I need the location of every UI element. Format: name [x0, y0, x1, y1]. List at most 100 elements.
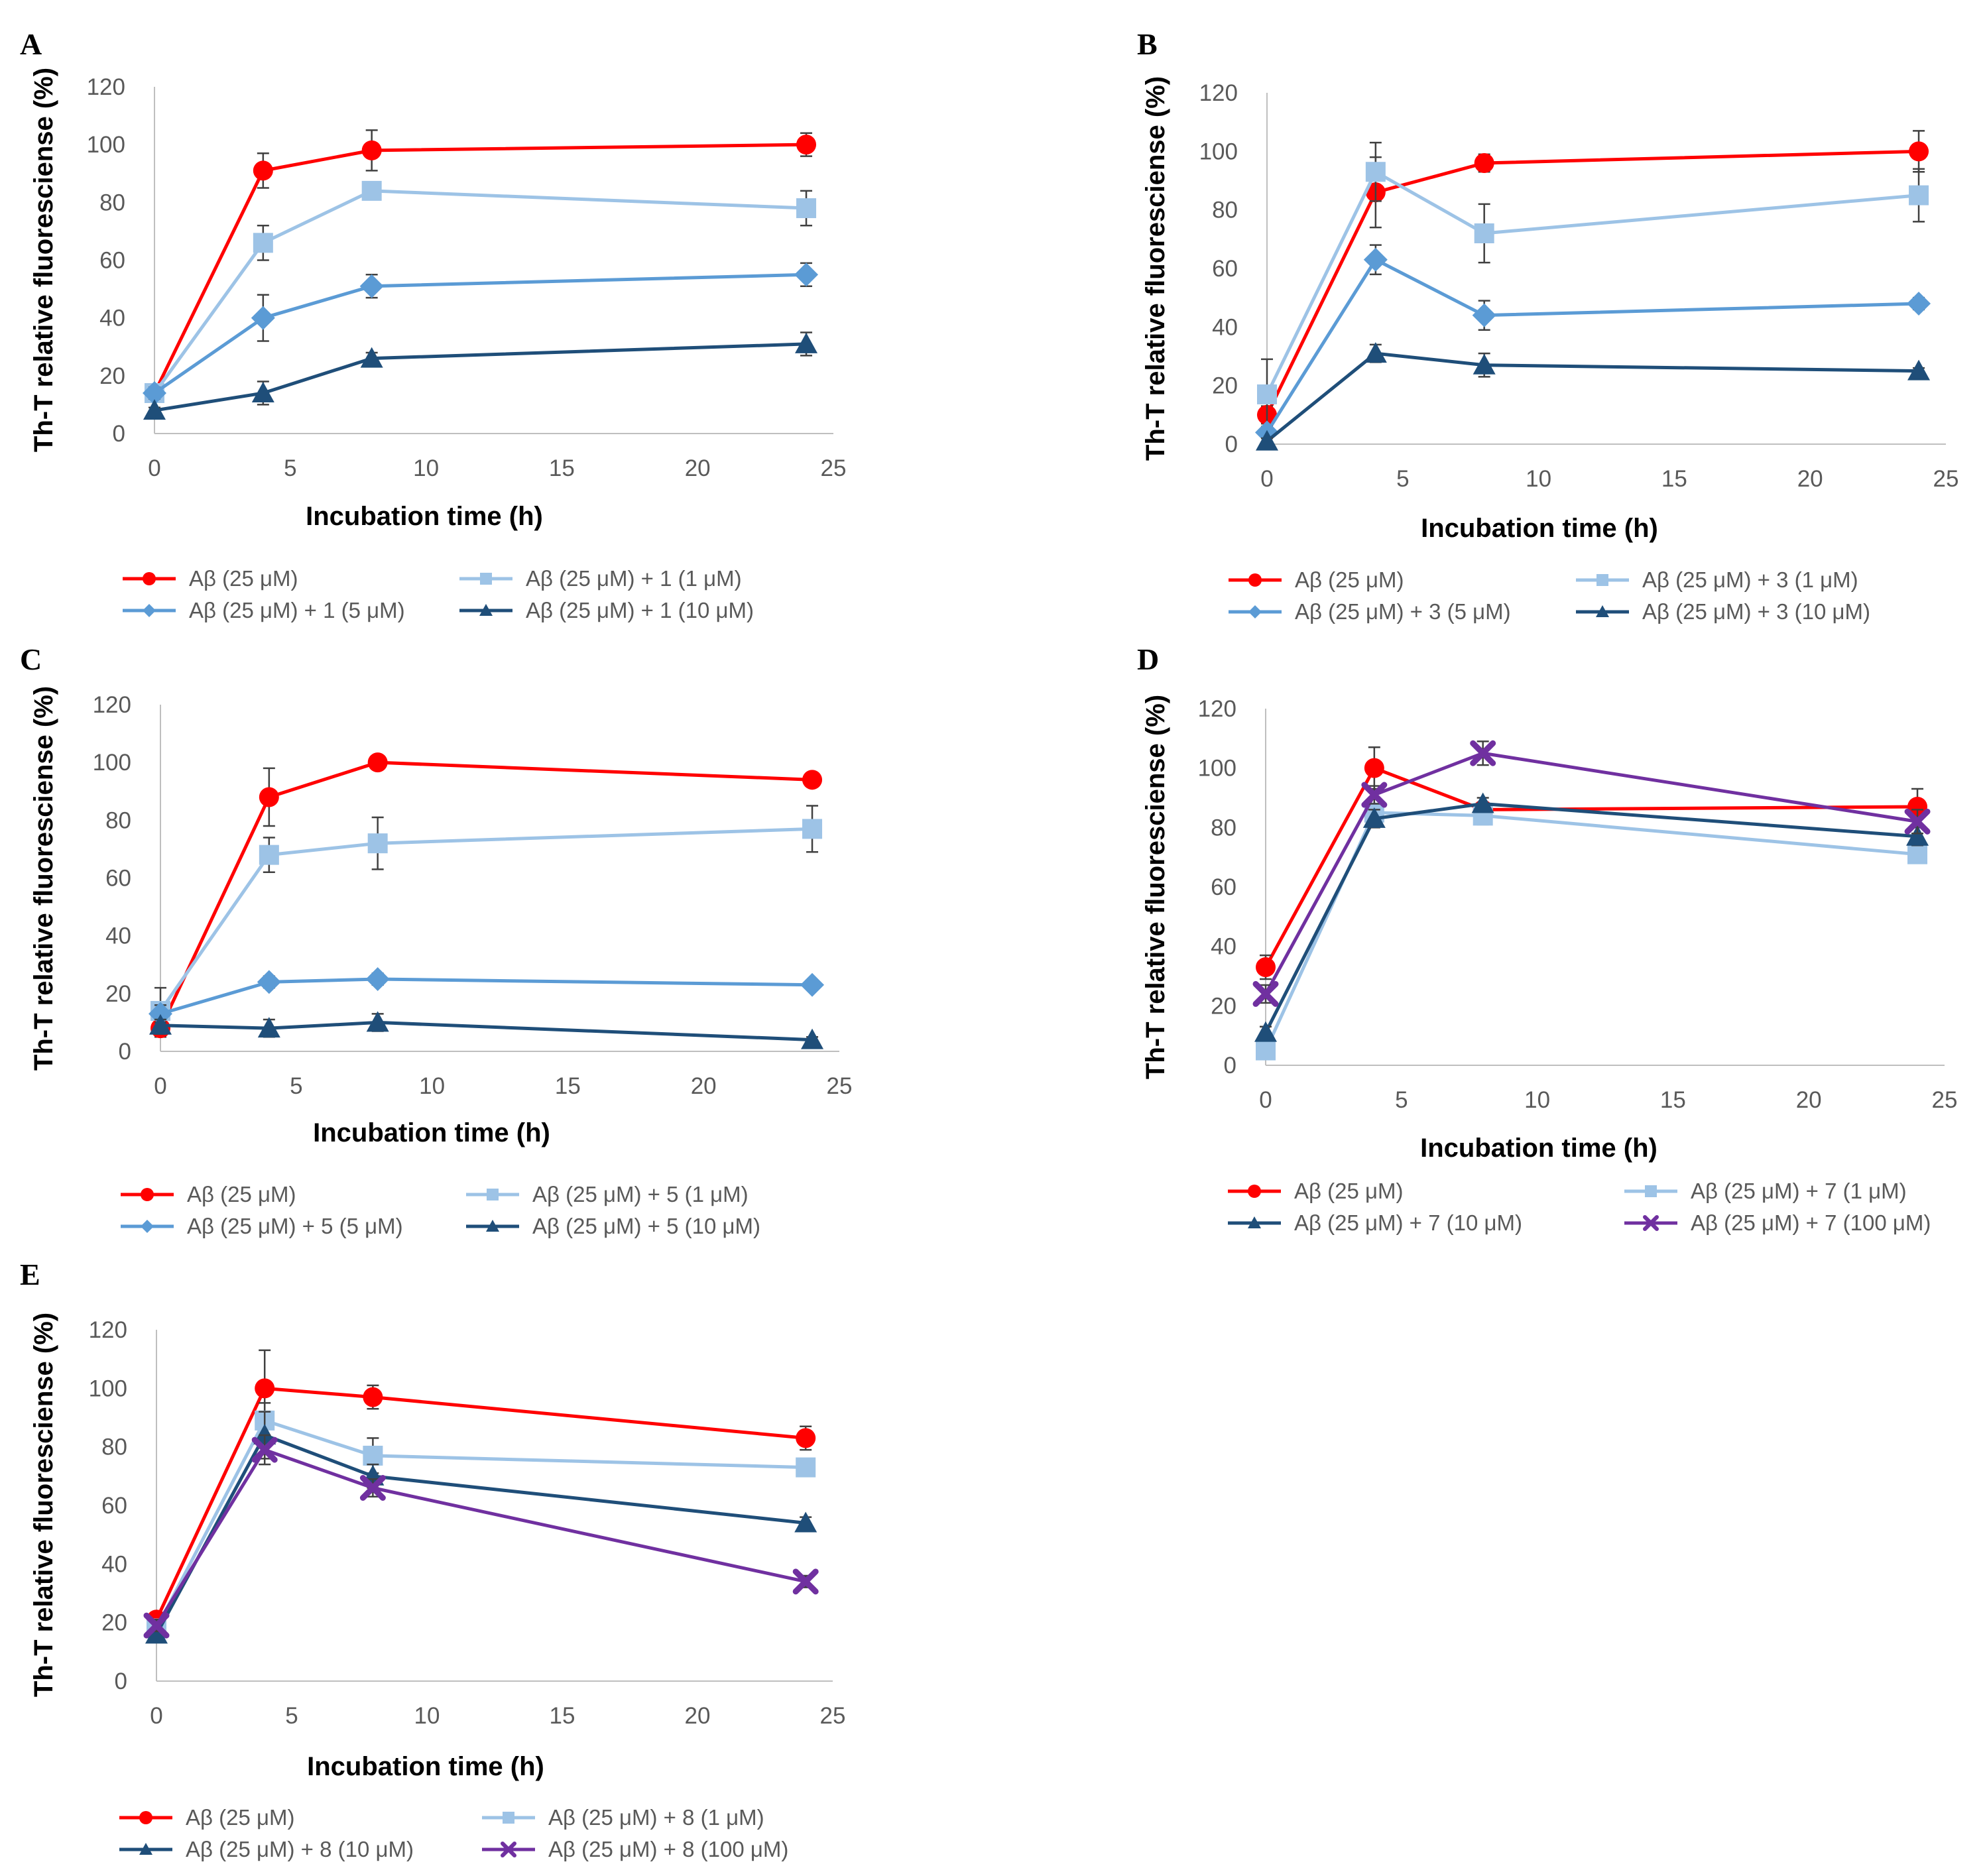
- y-tick-label: 80: [99, 190, 125, 215]
- data-point: [795, 332, 818, 353]
- legend-item: Aβ (25 μM) + 3 (1 μM): [1576, 567, 1858, 592]
- legend: Aβ (25 μM) Aβ (25 μM) + 7 (1 μM) Aβ (25 μM…: [1228, 1179, 1931, 1235]
- legend-item: Aβ (25 μM) + 1 (5 μM): [123, 598, 405, 622]
- series-0: [151, 752, 823, 1039]
- y-tick-label: 60: [99, 248, 125, 274]
- data-point: [253, 160, 273, 181]
- x-tick-label: 20: [685, 1703, 711, 1729]
- y-tick-label: 0: [119, 1039, 131, 1065]
- data-point: [1909, 185, 1929, 205]
- series-0: [147, 1349, 816, 1630]
- legend-label: Aβ (25 μM) + 3 (10 μM): [1642, 599, 1870, 624]
- data-point: [1365, 162, 1386, 182]
- series-line: [152, 143, 807, 394]
- series-2: [1254, 792, 1929, 1042]
- legend-item: Aβ (25 μM) + 7 (10 μM): [1228, 1210, 1522, 1235]
- data-point: [257, 1017, 280, 1038]
- legend-label: Aβ (25 μM) + 7 (100 μM): [1691, 1210, 1931, 1235]
- data-point: [1472, 303, 1496, 327]
- legend-item: Aβ (25 μM) + 1 (10 μM): [459, 598, 754, 622]
- legend-item: Aβ (25 μM) + 8 (10 μM): [119, 1837, 414, 1861]
- series-3: [143, 1434, 819, 1639]
- x-axis-title: Incubation time (h): [313, 1118, 550, 1147]
- y-tick-label: 40: [1211, 934, 1236, 960]
- y-tick-label: 80: [1212, 198, 1238, 223]
- x-tick-label: 25: [1932, 1087, 1958, 1113]
- data-point: [1907, 796, 1928, 817]
- y-tick-label: 120: [89, 1317, 127, 1343]
- data-point: [1256, 957, 1276, 978]
- y-tick-label: 100: [87, 132, 125, 158]
- panel-c: C 0 20 40 60 80 100 120 0 5 10 15 20 25 Th-T relative …: [20, 642, 852, 1238]
- x-axis-title: Incubation time (h): [306, 502, 543, 531]
- y-tick-label: 60: [105, 866, 131, 892]
- y-tick-label: 0: [1224, 1053, 1236, 1079]
- legend-label: Aβ (25 μM): [1294, 1179, 1404, 1203]
- data-point: [800, 972, 825, 997]
- data-point: [801, 1028, 824, 1049]
- data-point: [1909, 141, 1929, 162]
- series-line: [1264, 766, 1918, 968]
- data-point: [1364, 758, 1384, 778]
- series-line: [154, 1448, 806, 1627]
- data-point: [359, 1475, 386, 1501]
- x-tick-label: 10: [1526, 466, 1551, 492]
- data-point: [1256, 1040, 1276, 1061]
- series-1: [1257, 141, 1929, 431]
- x-tick-label: 0: [1260, 466, 1273, 492]
- x-axis-title: Incubation time (h): [307, 1752, 544, 1781]
- data-point: [1474, 223, 1494, 243]
- y-tick-label: 0: [113, 421, 125, 447]
- y-tick-label: 0: [115, 1669, 127, 1694]
- x-tick-label: 20: [1796, 1087, 1822, 1113]
- y-tick-label: 40: [101, 1551, 127, 1577]
- series-line: [158, 827, 813, 1012]
- legend-label: Aβ (25 μM): [1295, 567, 1404, 592]
- legend-label: Aβ (25 μM): [189, 566, 298, 591]
- series-2: [149, 967, 825, 1026]
- legend-item: Aβ (25 μM) + 5 (10 μM): [466, 1214, 760, 1238]
- data-point: [367, 833, 388, 854]
- x-tick-label: 20: [685, 455, 711, 481]
- y-tick-label: 80: [1211, 815, 1236, 841]
- data-point: [1364, 342, 1387, 363]
- series-0: [1256, 746, 1928, 980]
- series-line: [152, 189, 807, 394]
- data-point: [1471, 792, 1494, 813]
- x-tick-label: 5: [290, 1073, 302, 1099]
- y-tick-label: 100: [89, 1376, 127, 1401]
- panel-letter: A: [20, 27, 42, 61]
- y-tick-label: 20: [99, 363, 125, 389]
- data-point: [366, 1011, 389, 1032]
- data-point: [363, 1387, 383, 1407]
- series-1: [145, 180, 817, 403]
- series-1: [147, 1402, 816, 1639]
- data-point: [802, 770, 823, 790]
- y-tick-label: 20: [105, 981, 131, 1007]
- x-tick-label: 20: [691, 1073, 717, 1099]
- data-point: [1361, 782, 1388, 808]
- x-tick-label: 10: [414, 1703, 440, 1729]
- y-tick-label: 100: [1198, 756, 1236, 782]
- x-tick-label: 5: [285, 1703, 298, 1729]
- series-line: [158, 760, 813, 1029]
- series-3: [1252, 740, 1931, 1007]
- x-tick-label: 25: [820, 1703, 846, 1729]
- y-axis-title: Th-T relative fluoresciense (%): [29, 686, 58, 1071]
- legend-label: Aβ (25 μM) + 5 (10 μM): [532, 1214, 760, 1238]
- legend-item: Aβ (25 μM): [1228, 1179, 1404, 1203]
- series-line: [1264, 751, 1918, 995]
- x-tick-label: 0: [154, 1073, 166, 1099]
- y-tick-label: 120: [87, 74, 125, 100]
- data-point: [360, 347, 383, 368]
- data-point: [1256, 430, 1278, 451]
- data-point: [251, 306, 275, 330]
- x-tick-label: 5: [284, 455, 296, 481]
- legend-label: Aβ (25 μM): [187, 1182, 296, 1206]
- data-point: [1362, 807, 1386, 828]
- y-tick-label: 20: [1211, 993, 1236, 1019]
- data-point: [792, 1568, 819, 1595]
- panel-letter: C: [20, 642, 42, 676]
- panel-b: B 0 20 40 60 80 100 120 0 5 10 15 20 25 Th-T relative …: [1137, 27, 1958, 624]
- x-tick-label: 25: [821, 455, 847, 481]
